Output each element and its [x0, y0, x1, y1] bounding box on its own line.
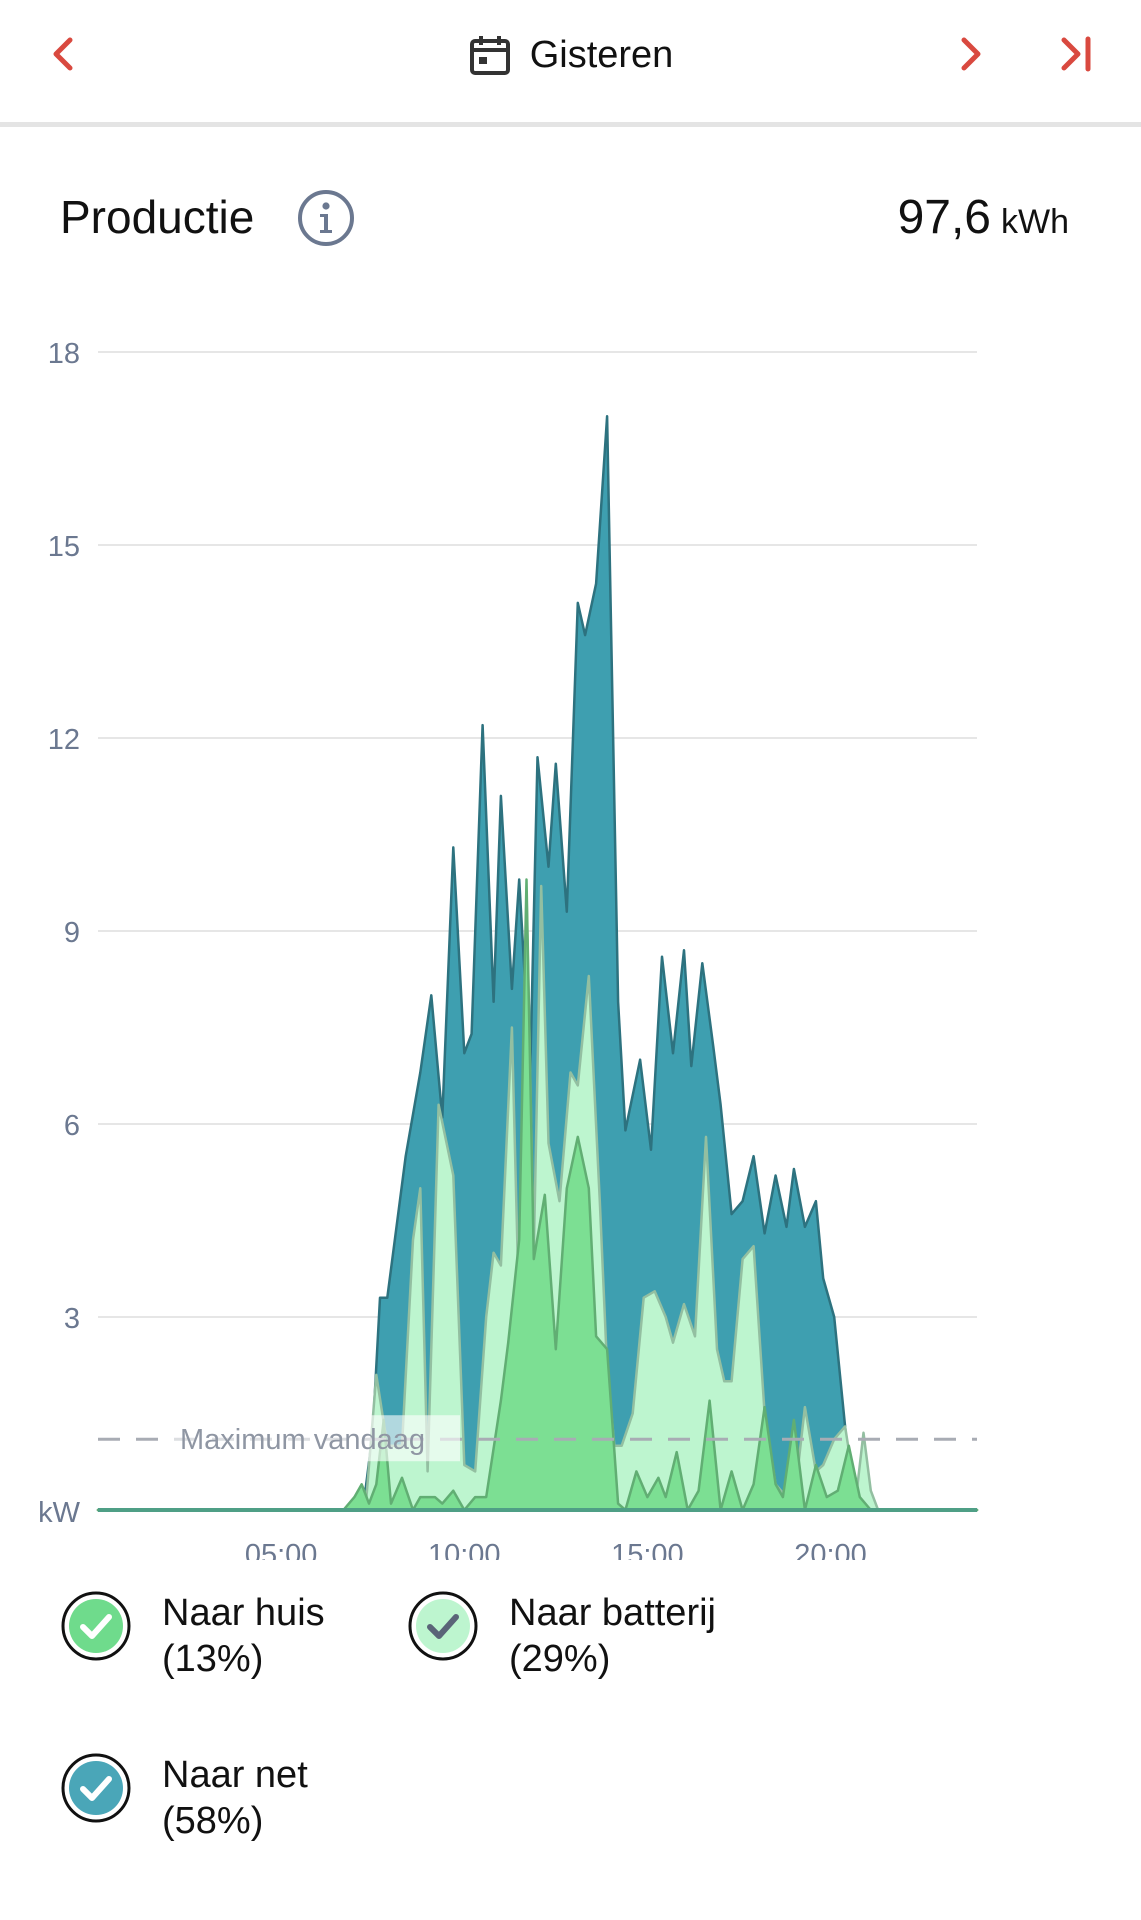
date-label: Gisteren — [529, 33, 674, 76]
y-tick-label: 3 — [64, 1303, 80, 1335]
production-chart: 3 6 9 12 15 18 kW Maximum vandaag 05:00 10:00 15:0… — [38, 338, 979, 1560]
x-tick-label: 15:00 — [611, 1539, 684, 1560]
info-icon[interactable] — [296, 188, 356, 248]
total-production: 97,6 kWh — [898, 190, 1069, 245]
legend-label: Naar batterij — [509, 1592, 716, 1634]
area-series-naar-huis — [96, 878, 979, 1512]
y-tick-label: 6 — [64, 1110, 80, 1142]
chevron-left-icon — [53, 37, 73, 71]
reference-line-label: Maximum vandaag — [180, 1424, 425, 1456]
legend-item-naar-huis[interactable]: Naar huis (13%) — [60, 1590, 325, 1682]
check-icon — [61, 1591, 131, 1661]
production-header: Productie 97,6 kWh — [0, 180, 1141, 260]
legend-item-naar-batterij[interactable]: Naar batterij (29%) — [407, 1590, 716, 1682]
chevron-right-icon — [961, 37, 981, 71]
total-value: 97,6 — [897, 191, 991, 244]
reference-label-background — [172, 1415, 460, 1462]
area-series-naar-batterij — [96, 884, 979, 1512]
legend-label: Naar huis — [162, 1592, 325, 1634]
y-tick-label: 9 — [64, 917, 80, 949]
legend-percentage: (29%) — [509, 1638, 611, 1680]
legend-item-naar-net[interactable]: Naar net (58%) — [60, 1752, 308, 1844]
previous-day-button[interactable] — [34, 24, 94, 84]
calendar-icon — [469, 36, 510, 75]
top-bar: Gisteren — [0, 0, 1141, 127]
x-tick-label: 20:00 — [794, 1539, 867, 1560]
next-day-button[interactable] — [940, 24, 1000, 84]
y-unit-label: kW — [38, 1497, 81, 1529]
y-tick-label: 18 — [48, 338, 80, 370]
date-selector[interactable]: Gisteren — [0, 24, 1141, 86]
check-icon — [408, 1591, 478, 1661]
skip-to-end-icon — [1061, 36, 1091, 72]
legend-label: Naar net — [162, 1754, 308, 1796]
x-tick-label: 05:00 — [245, 1539, 318, 1560]
x-tick-label: 10:00 — [428, 1539, 501, 1560]
legend-percentage: (58%) — [162, 1800, 264, 1842]
legend-percentage: (13%) — [162, 1638, 264, 1680]
y-tick-label: 12 — [48, 724, 80, 756]
y-tick-label: 15 — [48, 531, 80, 563]
page-title: Productie — [60, 191, 255, 243]
skip-to-today-button[interactable] — [1046, 24, 1106, 84]
total-unit: kWh — [1001, 203, 1069, 241]
check-icon — [61, 1753, 131, 1823]
